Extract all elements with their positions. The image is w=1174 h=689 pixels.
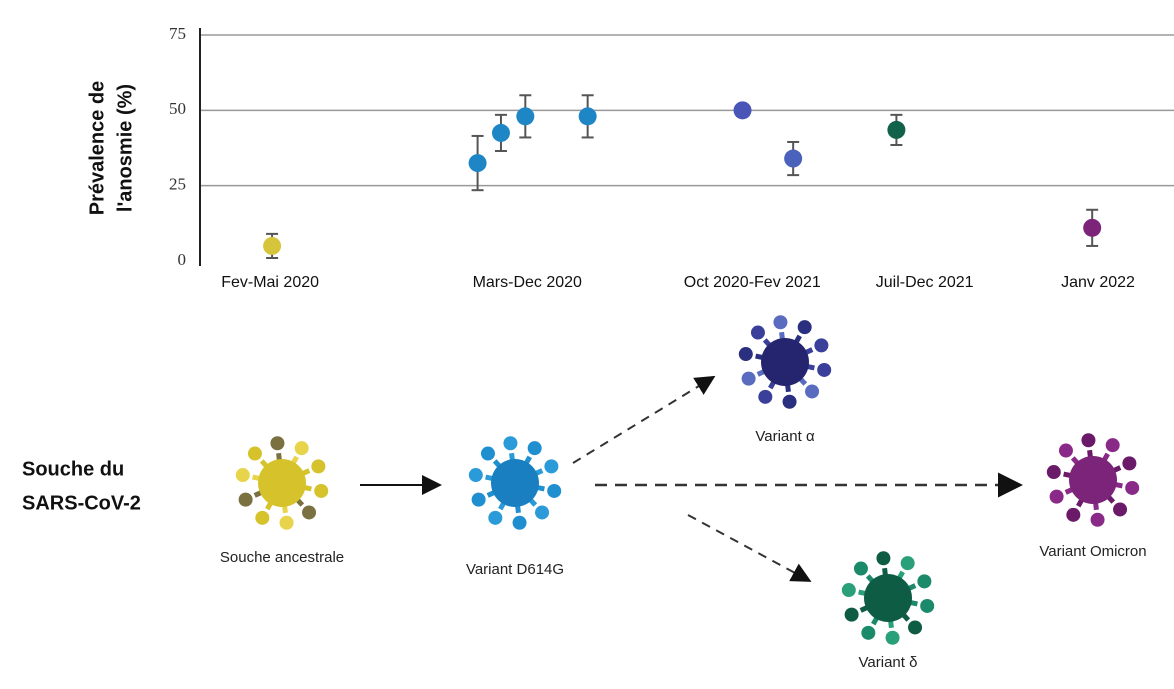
virus-spike-tip [1081,433,1095,447]
virus-spike-tip [758,390,772,404]
virus-spike-tip [805,384,819,398]
virus-spike-tip [814,338,828,352]
figure: 0 25 50 75 Prévalence de l'anosmie (%) Fev-Mai… [0,0,1174,689]
virus-spike-tip [236,468,250,482]
virus-body [864,574,912,622]
diagram-title: Souche du [22,458,124,480]
y-axis-label: Prévalence de [86,81,108,216]
point [579,107,597,125]
point [887,121,905,139]
virus-spike-tip [773,315,787,329]
virus-spike-tip [513,516,527,530]
virus-spike-tip [469,468,483,482]
virus-spike-tip [917,574,931,588]
virus-spike-tip [1106,438,1120,452]
x-tick-label: Oct 2020-Fev 2021 [684,274,821,291]
virus-icon [1047,433,1139,526]
virus-spike-tip [876,551,890,565]
virus-spike-tip [751,326,765,340]
node-label: Variant Omicron [1039,543,1146,560]
y-tick-label: 0 [178,250,187,269]
arrow [573,378,712,463]
virus-spike-tip [270,436,284,450]
virus-spike-tip [295,441,309,455]
virus-spike-tip [472,493,486,507]
x-tick-label: Janv 2022 [1061,274,1135,291]
virus-body [258,459,306,507]
virus-spike-tip [908,620,922,634]
x-tick-label: Juil-Dec 2021 [876,274,974,291]
virus-spike-tip [845,608,859,622]
point [263,237,281,255]
virus-spike-tip [901,556,915,570]
virus-spike-tip [1047,465,1061,479]
virus-spike-tip [1066,508,1080,522]
virus-spike-tip [742,372,756,386]
virus-spike-tip [544,459,558,473]
virus-spike-tip [481,447,495,461]
virus-spike-tip [239,493,253,507]
point [1083,219,1101,237]
y-axis-label: l'anosmie (%) [114,84,136,212]
virus-spike-tip [798,320,812,334]
arrow [688,515,808,580]
virus-spike-tip [528,441,542,455]
x-tick-label: Fev-Mai 2020 [221,274,319,291]
y-tick-label: 25 [169,175,186,194]
point [784,150,802,168]
y-tick-label: 50 [169,99,186,118]
y-tick-label: 75 [169,24,186,43]
virus-spike-tip [280,516,294,530]
virus-spike-tip [817,363,831,377]
point [492,124,510,142]
virus-spike-tip [535,505,549,519]
virus-spike-tip [248,447,262,461]
virus-spike-tip [739,347,753,361]
virus-spike-tip [255,511,269,525]
virus-spike-tip [861,626,875,640]
node-label: Variant δ [859,654,918,671]
diagram-title: SARS-CoV-2 [22,492,141,514]
page: 0 25 50 75 Prévalence de l'anosmie (%) Fev-Mai… [0,0,1174,689]
virus-spike-tip [1059,444,1073,458]
virus-spike-tip [547,484,561,498]
virus-icon [469,436,561,529]
node-label: Variant D614G [466,561,564,578]
virus-spike-tip [1091,513,1105,527]
virus-spike-tip [854,562,868,576]
virus-spike-tip [302,505,316,519]
virus-spike-tip [886,631,900,645]
virus-icon [739,315,831,408]
virus-icon [236,436,328,529]
virus-spike-tip [488,511,502,525]
virus-body [491,459,539,507]
virus-body [1069,456,1117,504]
point [469,154,487,172]
virus-spike-tip [920,599,934,613]
virus-spike-tip [1050,490,1064,504]
x-tick-label: Mars-Dec 2020 [473,274,582,291]
virus-body [761,338,809,386]
point [516,107,534,125]
node-label: Souche ancestrale [220,549,344,566]
virus-spike-tip [311,459,325,473]
virus-icon [842,551,934,644]
virus-spike-tip [842,583,856,597]
virus-spike-tip [1113,502,1127,516]
virus-spike-tip [1122,456,1136,470]
virus-spike-tip [503,436,517,450]
point [734,101,752,119]
virus-spike-tip [1125,481,1139,495]
node-label: Variant α [755,428,815,445]
virus-spike-tip [783,395,797,409]
virus-spike-tip [314,484,328,498]
